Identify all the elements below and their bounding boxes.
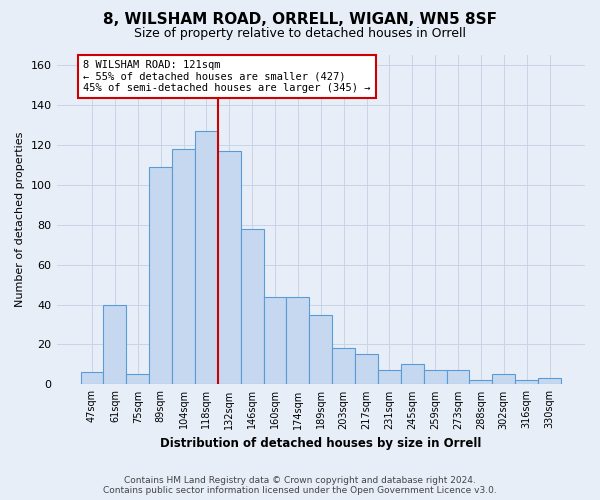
Bar [355,354,378,384]
Bar [538,378,561,384]
Bar [80,372,103,384]
Text: Contains HM Land Registry data © Crown copyright and database right 2024.
Contai: Contains HM Land Registry data © Crown c… [103,476,497,495]
Bar [263,296,286,384]
Text: Size of property relative to detached houses in Orrell: Size of property relative to detached ho… [134,28,466,40]
Bar [172,149,195,384]
Bar [378,370,401,384]
Bar [218,151,241,384]
Bar [401,364,424,384]
Bar [241,228,263,384]
Bar [310,314,332,384]
Bar [493,374,515,384]
Bar [515,380,538,384]
Bar [149,167,172,384]
Bar [332,348,355,384]
Bar [127,374,149,384]
Y-axis label: Number of detached properties: Number of detached properties [15,132,25,308]
Text: 8, WILSHAM ROAD, ORRELL, WIGAN, WN5 8SF: 8, WILSHAM ROAD, ORRELL, WIGAN, WN5 8SF [103,12,497,28]
Bar [286,296,310,384]
Bar [103,304,127,384]
Bar [424,370,446,384]
Bar [195,131,218,384]
Bar [446,370,469,384]
Bar [469,380,493,384]
X-axis label: Distribution of detached houses by size in Orrell: Distribution of detached houses by size … [160,437,481,450]
Text: 8 WILSHAM ROAD: 121sqm
← 55% of detached houses are smaller (427)
45% of semi-de: 8 WILSHAM ROAD: 121sqm ← 55% of detached… [83,60,370,93]
